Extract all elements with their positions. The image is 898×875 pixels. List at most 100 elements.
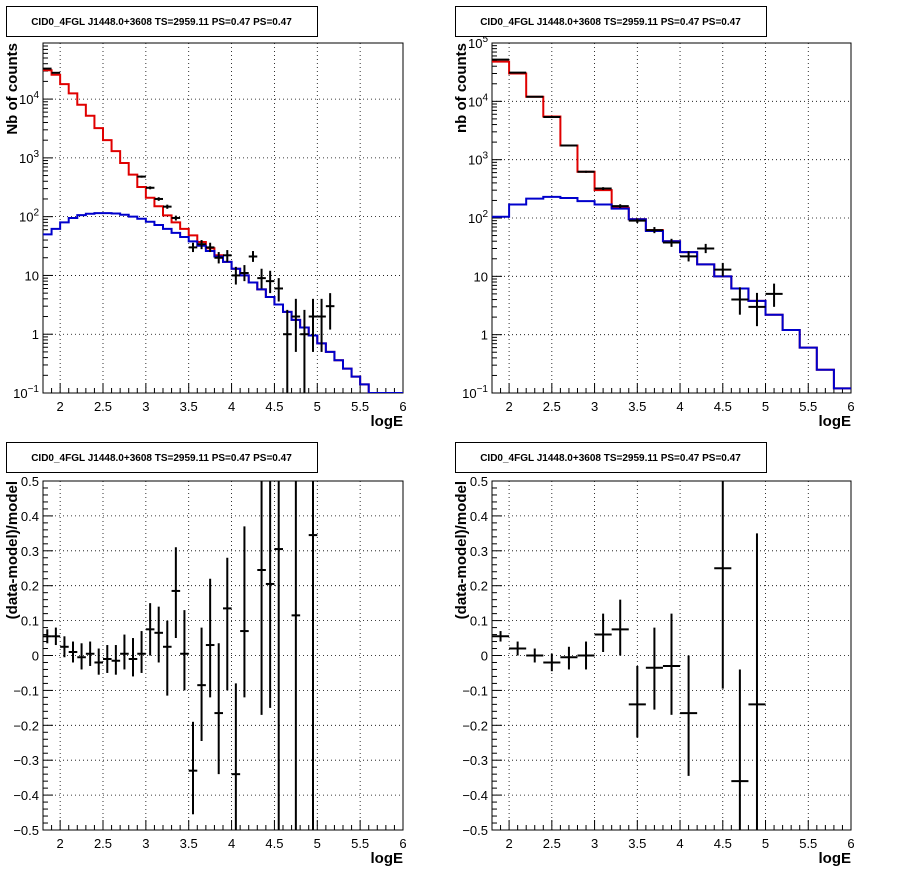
data-point: [240, 526, 249, 698]
y-tick-label: 105: [468, 34, 488, 51]
x-tick-label: 5.5: [799, 399, 817, 414]
y-tick-label: −0.3: [13, 753, 39, 768]
panel-title: CID0_4FGL J1448.0+3608 TS=2959.11 PS=0.4…: [31, 17, 292, 28]
title-frame: [455, 6, 767, 37]
data-point: [188, 721, 198, 815]
data-point: [223, 250, 232, 262]
y-tick-label: −0.4: [13, 788, 39, 803]
x-tick-label: 2.5: [94, 399, 112, 414]
y-tick-label: −0.5: [13, 823, 39, 838]
data-point: [560, 646, 578, 670]
data-point: [325, 293, 335, 330]
data-point: [594, 187, 612, 190]
panel-1: 2 2.5 3 3.5 4 4.5 5 5.5 6 10−1 1 10 102 103 104 logE Nb …: [4, 6, 407, 430]
panel-title: CID0_4FGL J1448.0+3608 TS=2959.11 PS=0.4…: [480, 453, 741, 464]
model-histogram-total: [43, 69, 403, 393]
data-point: [308, 481, 318, 830]
data-point: [526, 648, 544, 663]
x-tick-label: 2: [505, 399, 512, 414]
data-point: [645, 227, 663, 234]
data-layer: [43, 481, 318, 830]
x-tick-label: 4: [228, 836, 235, 851]
x-tick-label: 4: [228, 399, 235, 414]
data-point: [68, 641, 78, 663]
data-point: [60, 636, 69, 658]
data-point: [248, 251, 258, 262]
data-point: [145, 186, 155, 190]
x-tick-label: 5: [314, 399, 321, 414]
y-tick-label: −0.1: [462, 683, 488, 698]
data-point: [214, 252, 223, 264]
data-point: [765, 283, 783, 307]
data-point: [137, 175, 146, 178]
y-tick-label: 1: [32, 327, 39, 342]
data-point: [137, 631, 146, 673]
data-point: [154, 197, 163, 201]
data-point: [274, 481, 283, 830]
data-point: [662, 238, 681, 247]
x-tick-label: 4: [676, 399, 683, 414]
panel-3: 2 2.5 3 3.5 4 4.5 5 5.5 6 −0.5 −0.4 −0.3 −0.2 −0.1 0 0.…: [4, 442, 407, 867]
data-point: [205, 578, 215, 698]
data-point: [43, 629, 52, 644]
y-tick-label: 0.3: [21, 544, 39, 559]
data-point: [731, 287, 749, 315]
x-tick-label: 2.5: [94, 836, 112, 851]
y-tick-label: 0.1: [21, 614, 39, 629]
y-axis-label: nb of counts: [453, 43, 470, 133]
y-tick-label: 103: [468, 151, 488, 168]
y-tick-label: 0.3: [470, 544, 488, 559]
x-axis-label: logE: [371, 850, 404, 867]
x-tick-label: 5: [762, 399, 769, 414]
data-point: [163, 204, 172, 209]
data-point: [240, 265, 249, 282]
y-tick-label: −0.1: [13, 683, 39, 698]
x-axis-label: logE: [819, 850, 852, 867]
model-histogram-component: [492, 195, 851, 390]
x-axis-ticks: [491, 820, 852, 830]
data-point: [205, 242, 215, 253]
data-point: [283, 309, 292, 393]
y-tick-label: 0.5: [21, 474, 39, 489]
data-point: [645, 627, 663, 710]
data-point: [120, 634, 129, 670]
x-tick-label: 5.5: [351, 399, 369, 414]
data-point: [231, 683, 241, 830]
x-tick-label: 2.5: [543, 399, 561, 414]
y-tick-label: 10: [474, 269, 488, 284]
data-point: [680, 251, 698, 262]
panel-2: 2 2.5 3 3.5 4 4.5 5 5.5 6 10−1 1 10 102 103 104 105 logE…: [453, 6, 855, 430]
data-point: [577, 170, 595, 173]
data-point: [662, 613, 681, 715]
x-tick-label: 4.5: [714, 836, 732, 851]
data-point: [180, 610, 189, 691]
y-tick-label: −0.4: [462, 788, 488, 803]
data-point: [594, 613, 612, 653]
x-tick-label: 3.5: [180, 399, 198, 414]
y-tick-label: 10−1: [462, 384, 488, 401]
x-tick-label: 5.5: [351, 836, 369, 851]
data-point: [291, 298, 301, 352]
data-point: [231, 266, 241, 285]
data-point: [543, 653, 561, 672]
data-point: [214, 643, 223, 775]
data-point: [154, 606, 163, 663]
data-point: [560, 144, 578, 147]
y-axis-label: Nb of counts: [4, 43, 21, 135]
x-axis-label: logE: [819, 413, 852, 430]
y-axis-label: (data-model)/model: [4, 481, 21, 619]
data-point: [145, 603, 155, 656]
title-frame: [455, 442, 767, 473]
data-point: [731, 669, 749, 830]
x-tick-label: 2: [57, 836, 64, 851]
data-point: [257, 481, 266, 715]
data-point: [257, 268, 266, 289]
panel-title-box: CID0_4FGL J1448.0+3608 TS=2959.11 PS=0.4…: [6, 442, 318, 473]
y-axis-label: (data-model)/model: [453, 481, 470, 619]
x-tick-label: 3: [591, 399, 598, 414]
data-point: [85, 641, 95, 666]
title-frame: [6, 6, 318, 37]
data-point: [317, 298, 326, 352]
x-axis-ticks: [42, 820, 404, 830]
